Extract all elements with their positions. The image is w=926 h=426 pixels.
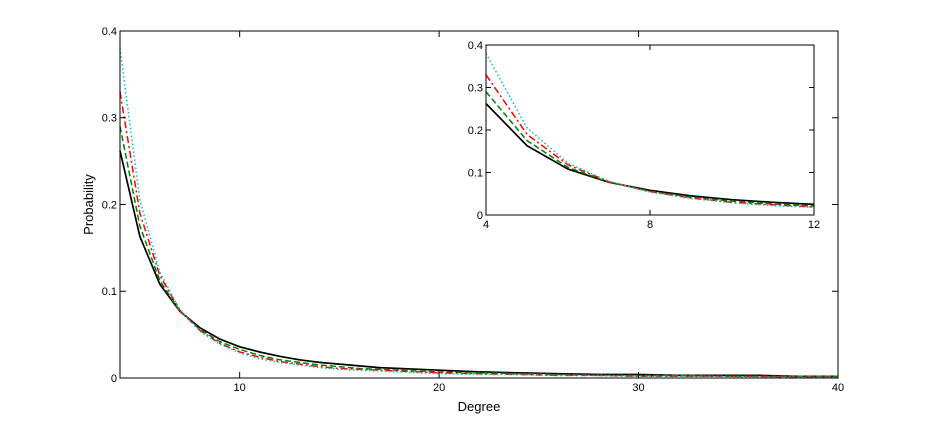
inset-x-tick-label: 8 bbox=[647, 219, 653, 231]
inset-series-group bbox=[485, 53, 815, 209]
inset-series-dotted-line bbox=[485, 53, 815, 209]
inset-x-tick-label: 12 bbox=[808, 219, 820, 231]
main-y-tick-label: 0.2 bbox=[102, 199, 117, 211]
main-x-tick-label: 20 bbox=[433, 382, 445, 394]
main-series-group bbox=[119, 48, 838, 378]
x-axis-label: Degree bbox=[458, 399, 501, 414]
main-x-tick-label: 10 bbox=[234, 382, 246, 394]
main-y-tick-label: 0.3 bbox=[102, 113, 117, 125]
main-series-dashed-line bbox=[119, 126, 838, 378]
main-y-tick-label: 0.4 bbox=[102, 26, 117, 38]
main-y-tick-label: 0 bbox=[111, 373, 117, 385]
inset-series-dashed-line bbox=[485, 91, 815, 207]
main-series-dotted-line bbox=[119, 48, 838, 378]
main-y-tick-label: 0.1 bbox=[102, 286, 117, 298]
inset-x-tick-label: 4 bbox=[483, 219, 489, 231]
inset-chart: 4 8 12 0 0.1 0.2 0.3 0.4 bbox=[468, 40, 820, 231]
main-x-tick-label: 30 bbox=[632, 382, 644, 394]
y-axis-label: Probability bbox=[81, 174, 96, 235]
inset-y-tick-label: 0.2 bbox=[468, 125, 483, 137]
inset-y-tick-label: 0.1 bbox=[468, 167, 483, 179]
inset-y-tick-label: 0 bbox=[477, 210, 483, 222]
inset-y-tick-label: 0.3 bbox=[468, 82, 483, 94]
inset-tick-group: 4 8 12 0 0.1 0.2 0.3 0.4 bbox=[468, 40, 820, 231]
main-x-tick-label: 40 bbox=[832, 382, 844, 394]
inset-series-solid-line bbox=[485, 103, 815, 206]
inset-background bbox=[486, 45, 814, 215]
inset-y-tick-label: 0.4 bbox=[468, 40, 483, 52]
